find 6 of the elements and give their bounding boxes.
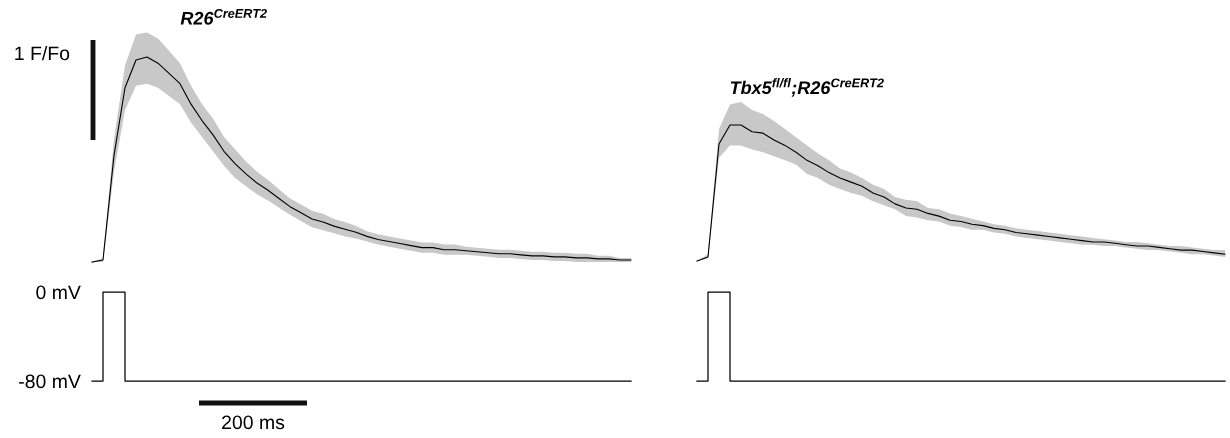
y-tick-label: 0 mV — [36, 285, 81, 300]
text: R26$^{CreERT2}$ — [180, 8, 267, 25]
text: 1 F/Fo — [15, 45, 70, 61]
y-tick-label: -80 mV — [19, 374, 81, 389]
text: 200 ms — [222, 415, 285, 430]
series-label: Tbx5$^{fl/fl}$;R26$^{CreERT2}$ — [730, 78, 884, 97]
